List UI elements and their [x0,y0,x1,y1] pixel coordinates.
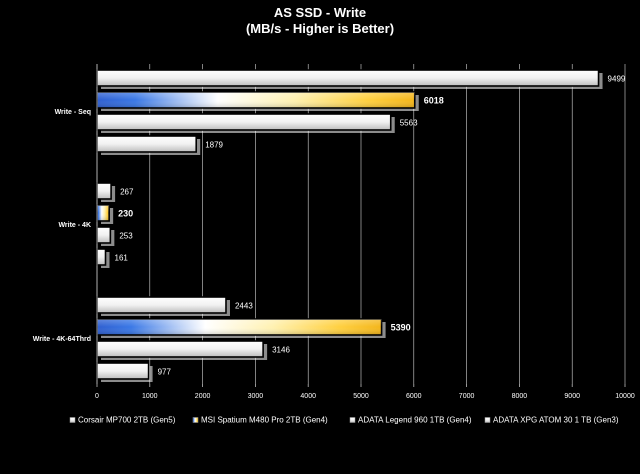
data-label: 1879 [205,140,223,149]
legend-label: Corsair MP700 2TB (Gen5) [78,416,176,425]
category-label: Write - 4K [58,222,91,229]
x-tick-label: 5000 [353,393,369,400]
bar [96,248,107,266]
x-tick-label: 9000 [564,393,580,400]
data-label: 253 [119,231,133,240]
x-tick-label: 6000 [406,393,422,400]
category-label: Write - 4K-64Thrd [33,336,91,343]
chart-title: AS SSD - Write [274,5,366,20]
data-label: 161 [115,253,129,262]
x-tick-label: 10000 [615,393,635,400]
bar [96,113,392,131]
x-tick-label: 0 [95,393,99,400]
data-label: 5390 [391,322,411,332]
legend-label: ADATA Legend 960 1TB (Gen4) [358,416,472,425]
bar-highlight-shade [97,92,415,108]
legend-swatch [69,417,76,423]
x-tick-label: 2000 [195,393,211,400]
bar [96,182,112,200]
y-axis-categories: Write - Seq Write - 4K Write - 4K-64Thrd [33,109,91,343]
bar [96,340,264,358]
bar [96,226,112,244]
data-label: 3146 [272,345,290,354]
data-label: 6018 [424,95,444,105]
x-tick-label: 8000 [512,393,528,400]
legend-swatch [349,417,356,423]
bar [96,362,150,380]
bar-highlight-shade [97,319,382,335]
data-label-group: 9499 6018 5563 1879 267 230 253 161 2443 5390 3146… [115,74,626,376]
data-label: 230 [118,208,133,218]
legend-label: MSI Spatium M480 Pro 2TB (Gen4) [201,416,328,425]
data-label: 977 [158,367,172,376]
data-label: 267 [120,187,134,196]
legend-label: ADATA XPG ATOM 30 1 TB (Gen3) [493,416,619,425]
bar [96,135,198,153]
legend: Corsair MP700 2TB (Gen5) MSI Spatium M480… [69,416,619,425]
x-axis: 0 1000 2000 3000 4000 5000 6000 7000 8000 9000 100… [95,64,635,400]
data-label: 2443 [235,301,253,310]
bar [96,69,600,87]
x-tick-label: 1000 [142,393,158,400]
x-tick-label: 4000 [300,393,316,400]
legend-swatch [484,417,491,423]
chart-subtitle: (MB/s - Higher is Better) [246,21,394,36]
data-label: 9499 [608,74,626,83]
bar-highlight-shade [97,205,110,221]
x-tick-label: 3000 [248,393,264,400]
x-tick-label: 7000 [459,393,475,400]
category-label: Write - Seq [55,109,91,116]
legend-swatch [192,417,199,423]
bar [96,296,227,314]
data-label: 5563 [400,118,418,127]
